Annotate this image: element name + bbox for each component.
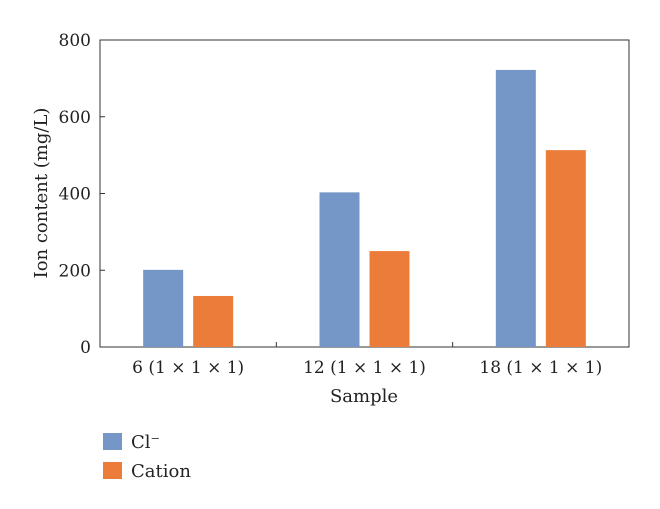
legend-swatch bbox=[103, 462, 122, 479]
bar-cation-3 bbox=[545, 150, 586, 347]
x-tick-label: 12 (1 × 1 × 1) bbox=[303, 358, 426, 378]
legend-label: Cl⁻ bbox=[131, 432, 160, 453]
x-axis: 6 (1 × 1 × 1) 12 (1 × 1 × 1) 18 (1 × 1 × 1… bbox=[132, 342, 602, 378]
bar-cl-3 bbox=[495, 69, 536, 348]
legend: Cl⁻ Cation bbox=[103, 432, 191, 482]
y-tick-label: 400 bbox=[59, 185, 91, 205]
x-axis-label: Sample bbox=[330, 386, 398, 407]
bar-cl-2 bbox=[319, 192, 360, 347]
x-tick-label: 6 (1 × 1 × 1) bbox=[132, 358, 244, 378]
y-tick-label: 200 bbox=[59, 261, 91, 281]
y-tick-label: 600 bbox=[59, 108, 91, 128]
bar-cl-1 bbox=[143, 269, 184, 347]
legend-swatch bbox=[103, 433, 122, 450]
legend-label: Cation bbox=[131, 461, 191, 482]
y-axis: 0 200 400 600 800 bbox=[59, 31, 105, 358]
y-axis-label: Ion content (mg/L) bbox=[31, 108, 52, 279]
bars bbox=[143, 69, 586, 348]
bar-cation-1 bbox=[193, 295, 234, 347]
x-tick-label: 18 (1 × 1 × 1) bbox=[479, 358, 602, 378]
y-tick-label: 0 bbox=[80, 338, 91, 358]
y-tick-label: 800 bbox=[59, 31, 91, 51]
bar-cation-2 bbox=[369, 251, 410, 347]
